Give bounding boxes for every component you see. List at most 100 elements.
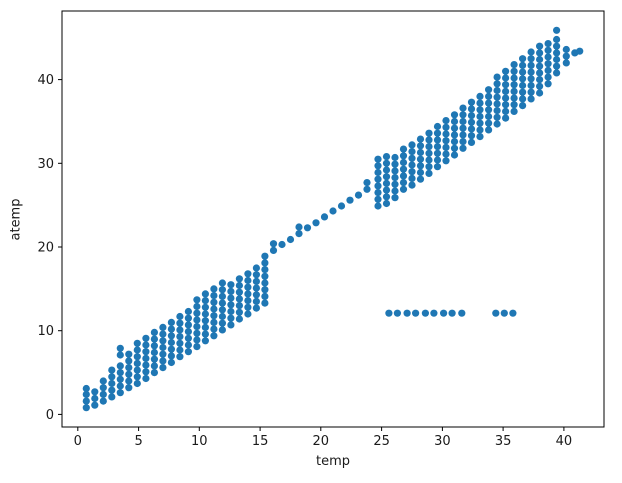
data-point (201, 303, 209, 311)
data-point (519, 55, 527, 63)
y-tick-label: 30 (37, 157, 54, 172)
data-point (425, 143, 433, 151)
x-tick-label: 30 (434, 434, 451, 449)
data-point (252, 271, 260, 279)
data-point (295, 223, 303, 231)
data-point (536, 76, 544, 84)
x-tick-label: 5 (134, 434, 142, 449)
data-point (459, 144, 467, 152)
data-point (527, 81, 535, 90)
data-point (167, 352, 175, 360)
data-point (485, 106, 493, 114)
data-point (519, 81, 527, 90)
data-point (150, 355, 158, 363)
data-point (210, 298, 218, 306)
data-point (382, 166, 391, 174)
data-point (261, 279, 269, 287)
data-point (510, 67, 518, 75)
data-point (450, 151, 459, 159)
data-point (91, 388, 99, 396)
data-point (527, 61, 535, 69)
data-point (252, 304, 260, 312)
data-point (201, 337, 209, 345)
data-point (82, 390, 90, 398)
data-point (125, 370, 133, 378)
data-point (485, 92, 493, 100)
data-point (82, 384, 90, 393)
data-point (142, 354, 150, 362)
data-point (184, 334, 192, 342)
data-point (99, 390, 107, 398)
data-point (193, 296, 201, 304)
data-point (391, 174, 399, 182)
data-point (416, 155, 425, 163)
data-point (133, 379, 141, 388)
data-point (150, 342, 158, 350)
data-point (450, 124, 459, 132)
data-point (476, 126, 484, 134)
data-point (485, 99, 493, 107)
data-point (150, 335, 158, 343)
data-point (527, 68, 535, 76)
data-point (261, 286, 269, 294)
data-point (116, 344, 124, 352)
data-point (210, 305, 218, 313)
data-point (261, 259, 269, 267)
data-point (502, 67, 510, 75)
data-point (193, 336, 201, 344)
data-point (476, 92, 484, 100)
data-point (167, 358, 175, 367)
data-point (399, 165, 408, 173)
data-point (235, 295, 243, 303)
data-point (408, 154, 416, 162)
data-point (108, 366, 116, 374)
data-point (536, 82, 544, 90)
data-point (210, 292, 218, 300)
data-point (159, 350, 167, 358)
data-point (399, 145, 408, 153)
data-point (442, 143, 450, 151)
data-point (167, 332, 175, 340)
data-point (227, 321, 235, 329)
data-point (502, 87, 510, 95)
data-point (235, 315, 243, 323)
data-point (442, 157, 450, 165)
data-point (150, 348, 158, 357)
data-point (261, 299, 269, 307)
data-point (493, 80, 501, 88)
data-point (252, 297, 260, 305)
data-point (218, 306, 226, 314)
data-point (133, 373, 141, 381)
data-point (485, 86, 493, 94)
data-point (553, 35, 561, 44)
data-point (493, 86, 501, 95)
data-point (467, 98, 476, 106)
data-point (108, 379, 116, 388)
data-point (399, 158, 408, 167)
data-point (485, 112, 493, 121)
data-point (210, 312, 218, 320)
data-point (527, 75, 535, 83)
data-point (295, 230, 303, 238)
data-point (133, 366, 141, 374)
x-tick-label: 0 (74, 434, 82, 449)
data-point (382, 173, 391, 181)
data-point (433, 122, 442, 131)
data-point (510, 74, 518, 82)
data-point (184, 314, 192, 322)
data-point (329, 207, 337, 215)
data-point (227, 287, 235, 295)
data-point (235, 275, 243, 283)
data-point (493, 113, 501, 121)
data-point (374, 202, 382, 210)
y-tick-label: 10 (37, 324, 54, 339)
data-point (337, 202, 346, 210)
data-point (467, 132, 476, 140)
data-point (201, 297, 209, 305)
data-point (536, 89, 544, 97)
data-point (150, 328, 158, 336)
data-point (536, 42, 544, 50)
data-point (544, 73, 552, 81)
data-point (244, 290, 252, 298)
